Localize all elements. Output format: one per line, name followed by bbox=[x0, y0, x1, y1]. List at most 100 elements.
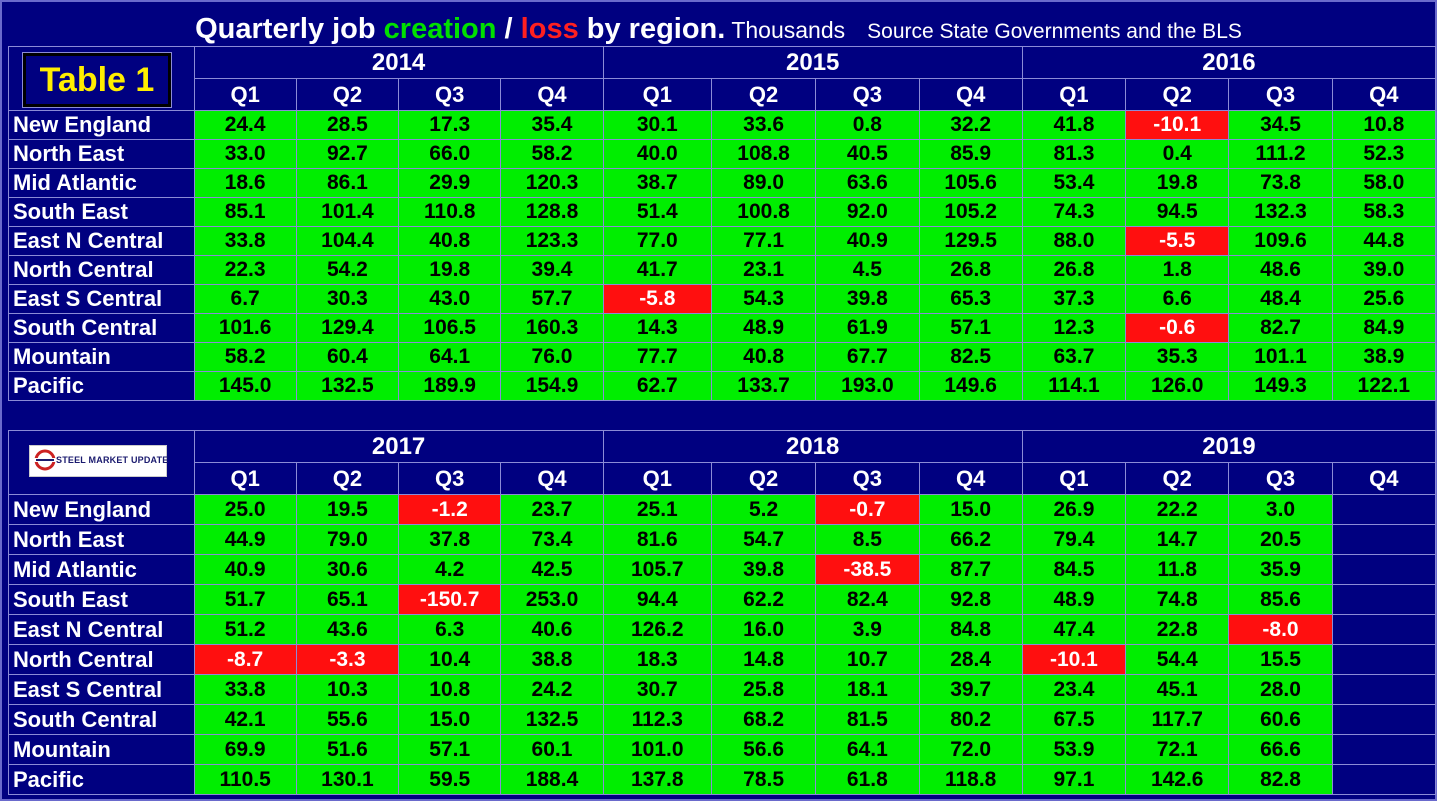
data-cell: 74.8 bbox=[1125, 584, 1230, 615]
data-cell: 84.8 bbox=[918, 614, 1023, 645]
data-cell: 26.8 bbox=[1021, 255, 1127, 285]
data-cell: 4.2 bbox=[398, 554, 502, 585]
region-label: Mid Atlantic bbox=[8, 554, 195, 585]
data-cell bbox=[1331, 554, 1437, 585]
data-cell: 40.0 bbox=[602, 139, 712, 169]
corner-cell: STEEL MARKET UPDATE bbox=[8, 430, 195, 495]
table-row: Mountain 69.9 51.6 57.1 60.1 101.0 56.6 64.1 72.… bbox=[8, 734, 1437, 765]
data-cell: 26.9 bbox=[1021, 494, 1127, 525]
data-cell: 105.6 bbox=[918, 168, 1023, 198]
data-cell: 88.0 bbox=[1021, 226, 1127, 256]
data-cell: 67.7 bbox=[815, 342, 920, 372]
data-cell: 14.8 bbox=[710, 644, 817, 675]
quarter-header-row: Q1 Q2 Q3 Q4 Q1 Q2 Q3 Q4 Q1 Q2 Q3 Q4 bbox=[9, 78, 1437, 111]
data-cell: 101.0 bbox=[602, 734, 712, 765]
region-label: East S Central bbox=[8, 674, 195, 705]
source-label: Source State Governments and the BLS bbox=[867, 20, 1242, 43]
data-cell: 10.8 bbox=[1331, 110, 1437, 140]
data-cell: 73.8 bbox=[1228, 168, 1333, 198]
data-cell: 130.1 bbox=[295, 764, 400, 795]
quarter-header: Q3 bbox=[1228, 78, 1333, 111]
data-cell: 25.0 bbox=[193, 494, 297, 525]
region-label: South East bbox=[8, 584, 195, 615]
data-cell: 117.7 bbox=[1125, 704, 1230, 735]
data-cell: 126.0 bbox=[1125, 371, 1230, 401]
year-header: 2019 bbox=[1021, 430, 1437, 463]
data-cell: 104.4 bbox=[295, 226, 400, 256]
data-cell: 112.3 bbox=[602, 704, 712, 735]
table-row: North Central -8.7 -3.3 10.4 38.8 18.3 14.8 10.… bbox=[8, 644, 1437, 675]
data-cell: 38.9 bbox=[1331, 342, 1437, 372]
table-row: North East 44.9 79.0 37.8 73.4 81.6 54.7 8.5 66.… bbox=[8, 524, 1437, 555]
quarter-header: Q1 bbox=[602, 462, 712, 495]
data-cell: 110.8 bbox=[398, 197, 502, 227]
title-loss-word: loss bbox=[520, 13, 579, 45]
data-cell: 79.4 bbox=[1021, 524, 1127, 555]
data-cell: 10.7 bbox=[815, 644, 920, 675]
data-cell: 105.7 bbox=[602, 554, 712, 585]
year-header: 2016 bbox=[1021, 46, 1437, 79]
data-cell: 82.4 bbox=[815, 584, 920, 615]
data-cell: 48.9 bbox=[710, 313, 817, 343]
data-cell: 54.3 bbox=[710, 284, 817, 314]
data-cell: 105.2 bbox=[918, 197, 1023, 227]
data-cell: -8.0 bbox=[1228, 614, 1333, 645]
data-cell: 1.8 bbox=[1125, 255, 1230, 285]
data-cell: 63.6 bbox=[815, 168, 920, 198]
table-panel-1: Table 1 2014 2015 2016 Q1 Q2 Q3 Q4 Q1 Q2 Q3 Q4 Q1 Q2 Q… bbox=[8, 46, 1437, 401]
table-row: South Central 42.1 55.6 15.0 132.5 112.3 68.2 8… bbox=[8, 704, 1437, 735]
data-cell: 40.5 bbox=[815, 139, 920, 169]
data-cell: 62.7 bbox=[602, 371, 712, 401]
data-cell: 35.3 bbox=[1125, 342, 1230, 372]
data-cell: 23.4 bbox=[1021, 674, 1127, 705]
data-cell: 5.2 bbox=[710, 494, 817, 525]
region-label: East S Central bbox=[8, 284, 195, 314]
data-cell: 48.4 bbox=[1228, 284, 1333, 314]
data-cell bbox=[1331, 614, 1437, 645]
data-cell: 189.9 bbox=[398, 371, 502, 401]
data-cell: 15.5 bbox=[1228, 644, 1333, 675]
data-cell: -5.5 bbox=[1125, 226, 1230, 256]
data-cell: 72.0 bbox=[918, 734, 1023, 765]
title-prefix: Quarterly job bbox=[195, 13, 384, 45]
data-cell: 40.9 bbox=[193, 554, 297, 585]
data-cell: 72.1 bbox=[1125, 734, 1230, 765]
region-label: East N Central bbox=[8, 226, 195, 256]
region-label: Mid Atlantic bbox=[8, 168, 195, 198]
data-cell: 3.9 bbox=[815, 614, 920, 645]
data-cell bbox=[1331, 494, 1437, 525]
data-cell: 85.9 bbox=[918, 139, 1023, 169]
quarter-header: Q1 bbox=[602, 78, 712, 111]
logo-text: STEEL MARKET UPDATE bbox=[56, 455, 169, 465]
data-cell: 24.4 bbox=[193, 110, 297, 140]
data-cell: -150.7 bbox=[398, 584, 502, 615]
quarter-header-row: Q1 Q2 Q3 Q4 Q1 Q2 Q3 Q4 Q1 Q2 Q3 Q4 bbox=[9, 462, 1437, 495]
table-row: East S Central 33.8 10.3 10.8 24.2 30.7 25.8 18… bbox=[8, 674, 1437, 705]
data-cell: 45.1 bbox=[1125, 674, 1230, 705]
data-cell: 111.2 bbox=[1228, 139, 1333, 169]
data-cell: 100.8 bbox=[710, 197, 817, 227]
data-cell: 57.7 bbox=[500, 284, 604, 314]
data-cell: 81.5 bbox=[815, 704, 920, 735]
data-cell bbox=[1331, 704, 1437, 735]
data-cell: 86.1 bbox=[295, 168, 400, 198]
table-row: Mid Atlantic 18.6 86.1 29.9 120.3 38.7 89.0 63.… bbox=[8, 168, 1437, 198]
data-cell: 133.7 bbox=[710, 371, 817, 401]
data-cell: 6.3 bbox=[398, 614, 502, 645]
year-header: 2017 bbox=[193, 430, 604, 463]
data-cell: 85.6 bbox=[1228, 584, 1333, 615]
data-cell: 28.5 bbox=[295, 110, 400, 140]
quarter-header: Q2 bbox=[1125, 462, 1230, 495]
data-cell: 39.4 bbox=[500, 255, 604, 285]
data-cell bbox=[1331, 734, 1437, 765]
data-cell: 60.4 bbox=[295, 342, 400, 372]
year-header: 2018 bbox=[602, 430, 1023, 463]
data-cell: 56.6 bbox=[710, 734, 817, 765]
data-cell: 48.6 bbox=[1228, 255, 1333, 285]
data-cell: 19.8 bbox=[1125, 168, 1230, 198]
data-cell: 54.2 bbox=[295, 255, 400, 285]
data-cell: 52.3 bbox=[1331, 139, 1437, 169]
data-cell: 11.8 bbox=[1125, 554, 1230, 585]
data-cell: 92.8 bbox=[918, 584, 1023, 615]
data-cell: 22.3 bbox=[193, 255, 297, 285]
